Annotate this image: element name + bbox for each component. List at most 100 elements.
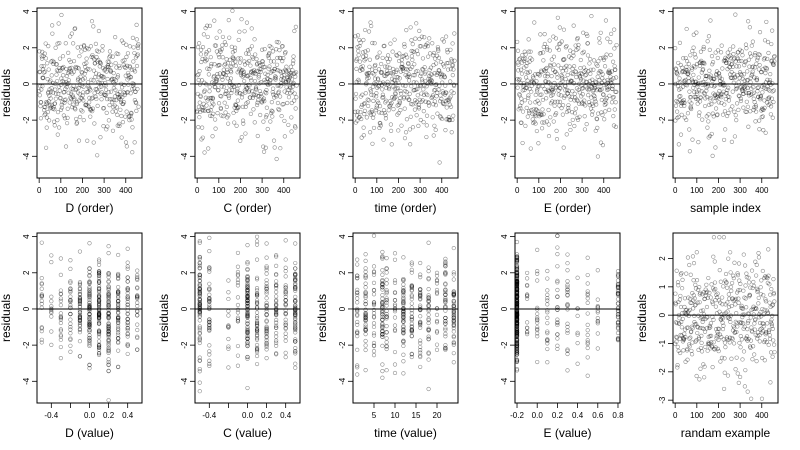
data-point — [409, 301, 414, 306]
data-point — [557, 25, 562, 30]
data-point — [68, 321, 73, 326]
data-point — [555, 322, 560, 328]
data-point — [751, 312, 756, 317]
data-point — [254, 300, 260, 305]
data-point — [426, 298, 431, 303]
data-point — [595, 297, 600, 302]
data-point — [203, 95, 208, 100]
data-point — [201, 108, 206, 113]
data-point — [376, 67, 382, 72]
data-point — [40, 49, 45, 54]
data-point — [197, 389, 202, 394]
data-point — [451, 67, 456, 72]
data-point — [125, 325, 130, 330]
data-point — [410, 125, 416, 130]
data-point — [363, 328, 368, 333]
data-point — [254, 68, 259, 74]
data-point — [770, 115, 775, 120]
data-point — [264, 291, 269, 296]
data-point — [754, 359, 759, 364]
data-point — [291, 71, 297, 76]
data-point — [254, 361, 260, 367]
data-point — [702, 375, 707, 380]
data-point — [116, 51, 121, 57]
data-point — [106, 118, 111, 123]
data-point — [245, 321, 250, 326]
data-point — [757, 52, 762, 58]
data-point — [364, 80, 369, 86]
data-point — [102, 92, 107, 97]
data-point — [595, 74, 600, 79]
data-point — [96, 270, 102, 275]
data-point — [715, 48, 721, 53]
data-point — [771, 99, 776, 105]
data-point — [707, 333, 713, 339]
data-point — [533, 100, 538, 105]
data-point — [380, 309, 385, 314]
data-point — [195, 73, 200, 78]
data-point — [443, 300, 448, 305]
data-point — [199, 105, 204, 110]
data-point — [418, 364, 423, 370]
data-point — [740, 306, 746, 311]
data-point — [245, 385, 250, 391]
data-point — [675, 115, 680, 121]
data-point — [268, 119, 273, 124]
data-point — [380, 55, 385, 61]
data-point — [585, 289, 590, 294]
data-point — [748, 285, 753, 290]
data-point — [88, 44, 94, 49]
data-point — [606, 68, 612, 73]
data-point — [106, 331, 111, 336]
data-point — [738, 333, 743, 339]
data-point — [197, 310, 202, 315]
data-point — [87, 305, 92, 310]
data-point — [750, 71, 755, 76]
data-point — [743, 368, 748, 373]
data-point — [700, 308, 706, 313]
data-point — [602, 117, 607, 122]
data-point — [355, 313, 360, 318]
data-point — [245, 340, 250, 345]
data-point — [420, 98, 425, 103]
data-point — [274, 317, 279, 323]
data-point — [108, 69, 113, 74]
data-point — [384, 68, 390, 74]
y-tick-label: 2 — [658, 45, 667, 50]
data-point — [450, 117, 455, 122]
data-point — [58, 320, 63, 326]
data-point — [756, 255, 762, 260]
data-point — [723, 58, 728, 64]
data-point — [271, 92, 276, 97]
data-point — [426, 287, 431, 292]
data-point — [96, 315, 102, 320]
data-point — [293, 278, 298, 283]
y-tick-label: 4 — [180, 234, 189, 239]
data-point — [202, 108, 208, 113]
data-point — [68, 95, 73, 100]
data-point — [274, 352, 279, 357]
data-point — [550, 92, 555, 97]
data-point — [363, 295, 368, 300]
plot-frame — [352, 7, 459, 179]
data-point — [587, 86, 592, 92]
data-point — [293, 286, 298, 292]
data-point — [724, 280, 729, 285]
data-point — [677, 94, 682, 99]
data-point — [585, 355, 590, 360]
data-point — [721, 137, 727, 143]
data-point — [84, 90, 89, 95]
data-point — [689, 329, 694, 334]
data-point — [727, 94, 732, 100]
data-point — [96, 345, 102, 351]
data-point — [69, 105, 75, 110]
data-point — [707, 325, 712, 331]
data-point — [381, 108, 387, 113]
data-point — [555, 264, 560, 269]
data-point — [395, 103, 400, 108]
data-point — [719, 355, 725, 360]
data-point — [374, 91, 379, 96]
data-point — [370, 71, 375, 76]
data-point — [393, 95, 398, 100]
